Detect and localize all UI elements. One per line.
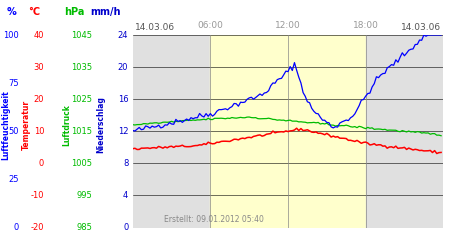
Text: 14.03.06: 14.03.06 xyxy=(135,24,175,32)
Text: 75: 75 xyxy=(8,78,19,88)
Text: 24: 24 xyxy=(118,30,128,40)
Text: 50: 50 xyxy=(9,127,19,136)
Text: °C: °C xyxy=(28,7,40,17)
Text: 12:00: 12:00 xyxy=(275,20,301,30)
Text: 20: 20 xyxy=(34,95,44,104)
Text: Niederschlag: Niederschlag xyxy=(97,96,106,154)
Text: 10: 10 xyxy=(34,127,44,136)
Text: mm/h: mm/h xyxy=(90,7,121,17)
Text: 25: 25 xyxy=(9,175,19,184)
Text: 8: 8 xyxy=(123,159,128,168)
Text: 40: 40 xyxy=(34,30,44,40)
Text: 4: 4 xyxy=(123,191,128,200)
Text: 0: 0 xyxy=(14,223,19,232)
Text: -20: -20 xyxy=(31,223,44,232)
Bar xyxy=(211,35,365,228)
Text: hPa: hPa xyxy=(64,7,85,17)
Text: 30: 30 xyxy=(33,62,44,72)
Text: 14.03.06: 14.03.06 xyxy=(401,24,441,32)
Bar xyxy=(366,35,443,228)
Text: 995: 995 xyxy=(76,191,92,200)
Text: Erstellt: 09.01.2012 05:40: Erstellt: 09.01.2012 05:40 xyxy=(164,216,264,224)
Text: 0: 0 xyxy=(39,159,44,168)
Text: 1025: 1025 xyxy=(71,95,92,104)
Text: -10: -10 xyxy=(31,191,44,200)
Text: 100: 100 xyxy=(3,30,19,40)
Text: Temperatur: Temperatur xyxy=(22,100,31,150)
Text: Luftdruck: Luftdruck xyxy=(62,104,71,146)
Text: 1035: 1035 xyxy=(71,62,92,72)
Text: 1005: 1005 xyxy=(71,159,92,168)
Bar xyxy=(133,35,211,228)
Text: 18:00: 18:00 xyxy=(353,20,378,30)
Text: Luftfeuchtigkeit: Luftfeuchtigkeit xyxy=(1,90,10,160)
Text: 06:00: 06:00 xyxy=(198,20,223,30)
Text: 985: 985 xyxy=(76,223,92,232)
Text: 1015: 1015 xyxy=(71,127,92,136)
Text: 20: 20 xyxy=(118,62,128,72)
Text: %: % xyxy=(6,7,16,17)
Text: 1045: 1045 xyxy=(71,30,92,40)
Text: 0: 0 xyxy=(123,223,128,232)
Text: 16: 16 xyxy=(117,95,128,104)
Text: 12: 12 xyxy=(118,127,128,136)
